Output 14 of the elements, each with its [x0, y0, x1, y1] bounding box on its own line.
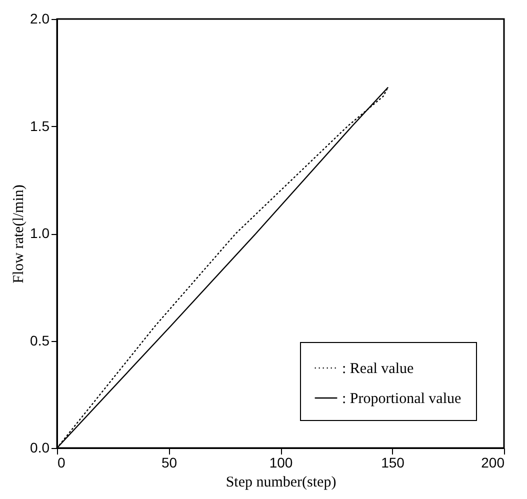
y-tick-label: 2.0 — [30, 10, 50, 26]
legend-label: : Real value — [342, 361, 414, 377]
y-tick-label: 1.0 — [30, 225, 50, 241]
y-tick-label: 0.5 — [30, 332, 50, 348]
x-tick-label: 100 — [269, 454, 293, 470]
y-axis-title: Flow rate(l/min) — [11, 184, 28, 284]
legend-label: : Proportional value — [342, 391, 462, 407]
x-tick-label: 150 — [381, 454, 405, 470]
y-tick-label: 0.0 — [30, 440, 50, 456]
x-tick-label: 0 — [58, 454, 66, 470]
y-tick-label: 1.5 — [30, 118, 50, 134]
x-tick-label: 200 — [481, 454, 505, 470]
x-axis-title: Step number(step) — [226, 474, 336, 490]
x-tick-label: 50 — [161, 454, 178, 470]
